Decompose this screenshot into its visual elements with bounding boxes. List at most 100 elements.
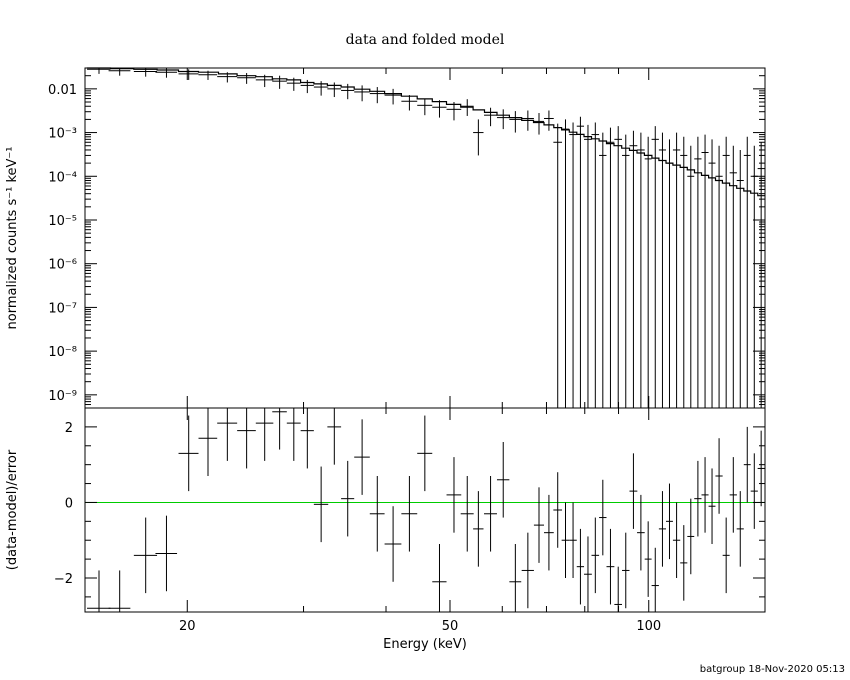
residual-point [300, 408, 314, 469]
data-point [432, 100, 447, 118]
residual-point [658, 491, 666, 567]
data-point [313, 81, 329, 96]
residual-point [473, 491, 484, 567]
residual-point [255, 408, 274, 461]
residual-point [701, 457, 709, 533]
x-tick-label: 100 [636, 619, 661, 634]
residual-point [533, 487, 545, 563]
residual-point [708, 468, 716, 544]
data-point [561, 119, 570, 408]
data-point [533, 113, 545, 135]
residual-point [722, 517, 730, 594]
data-point [155, 68, 178, 78]
residual-point [369, 476, 385, 552]
x-axis-ticks: 20 50 100 [179, 68, 661, 634]
residual-point [401, 476, 418, 552]
data-point [255, 74, 274, 88]
residual-point [553, 472, 563, 548]
data-point [599, 132, 607, 408]
folded-model [87, 67, 765, 197]
residual-point [750, 453, 758, 529]
residual-point [665, 483, 673, 560]
residual-point [313, 466, 329, 543]
data-point [286, 77, 301, 91]
residual-point [354, 419, 370, 495]
y-tick-label: 0 [65, 496, 73, 511]
top-ylabel: normalized counts s⁻¹ keV⁻¹ [5, 147, 20, 330]
residual-point [417, 415, 433, 492]
data-point [133, 68, 158, 77]
residual-point [736, 491, 744, 567]
model-step-line [87, 67, 765, 197]
data-point [757, 142, 765, 408]
data-point [401, 95, 418, 111]
data-point [460, 99, 474, 116]
data-point [484, 107, 497, 127]
residual-point [384, 506, 402, 582]
data-point [644, 136, 652, 408]
residual-point [133, 517, 158, 594]
data-point [665, 139, 673, 408]
data-point [736, 149, 744, 408]
bottom-ylabel: (data-model)/error [5, 449, 20, 570]
y-tick-label: 2 [65, 421, 73, 436]
top-panel-ticks: 0.01 10⁻³ 10⁻⁴ 10⁻⁵ 10⁻⁶ 10⁻⁷ 10⁻⁸ 10⁻⁹ [48, 67, 765, 409]
data-point [327, 82, 342, 98]
y-tick-label: 10⁻⁸ [48, 345, 77, 360]
residual-point [108, 570, 131, 612]
data-point [658, 132, 666, 408]
data-point [178, 69, 199, 80]
residual-point [715, 438, 723, 514]
residual-point [178, 415, 199, 492]
residual-point [584, 536, 592, 612]
residual-point [521, 532, 534, 609]
residual-point [198, 408, 218, 476]
residual-point [87, 570, 111, 612]
data-point [576, 116, 585, 408]
data-point [750, 145, 758, 408]
y-tick-label: −2 [54, 572, 73, 587]
residual-point [509, 544, 522, 612]
y-tick-label: 10⁻⁴ [48, 170, 77, 185]
data-point [417, 98, 433, 116]
residual-point [286, 408, 301, 461]
data-point [637, 132, 645, 408]
residual-point [614, 566, 623, 612]
data-point [708, 139, 716, 408]
y-tick-label: 10⁻⁷ [48, 301, 77, 316]
y-tick-label: 10⁻³ [48, 127, 77, 142]
data-point [591, 122, 600, 408]
residual-point [743, 426, 751, 503]
residual-point [272, 408, 287, 450]
residual-point [757, 430, 765, 507]
data-point [272, 75, 287, 89]
data-point [672, 132, 681, 408]
y-tick-label: 10⁻⁹ [48, 389, 77, 404]
residual-point [591, 517, 600, 594]
data-point [354, 85, 370, 102]
residual-point [599, 479, 607, 556]
data-point [544, 110, 554, 131]
residual-point [622, 532, 630, 609]
residual-point [460, 476, 474, 552]
data-point [680, 136, 688, 408]
data-point [715, 145, 723, 408]
top-panel: 0.01 10⁻³ 10⁻⁴ 10⁻⁵ 10⁻⁶ 10⁻⁷ 10⁻⁸ 10⁻⁹ normali… [5, 67, 766, 409]
residual-point [694, 460, 702, 537]
data-point [446, 102, 462, 121]
residual-point [644, 521, 652, 597]
residual-point [629, 453, 638, 529]
residual-point [432, 544, 447, 612]
residual-point [561, 502, 570, 578]
residual-point [680, 525, 688, 601]
data-point [87, 68, 111, 74]
residual-point [237, 408, 256, 469]
bottom-panel: 2 0 −2 (data-model)/error [5, 407, 766, 613]
residual-point [637, 494, 645, 571]
data-point [569, 122, 577, 408]
data-point [341, 83, 355, 100]
y-tick-label: 0.01 [48, 83, 77, 98]
residual-point [327, 408, 342, 465]
bottom-panel-frame [84, 407, 766, 613]
data-point [606, 127, 615, 408]
